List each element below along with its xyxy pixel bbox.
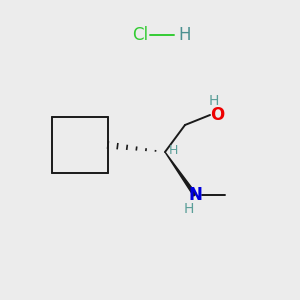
Text: H: H: [184, 202, 194, 216]
Text: O: O: [210, 106, 224, 124]
Text: Cl: Cl: [132, 26, 148, 44]
Text: H: H: [178, 26, 190, 44]
Text: N: N: [188, 186, 202, 204]
Polygon shape: [165, 152, 196, 196]
Text: H: H: [209, 94, 219, 108]
Text: H: H: [169, 143, 178, 157]
